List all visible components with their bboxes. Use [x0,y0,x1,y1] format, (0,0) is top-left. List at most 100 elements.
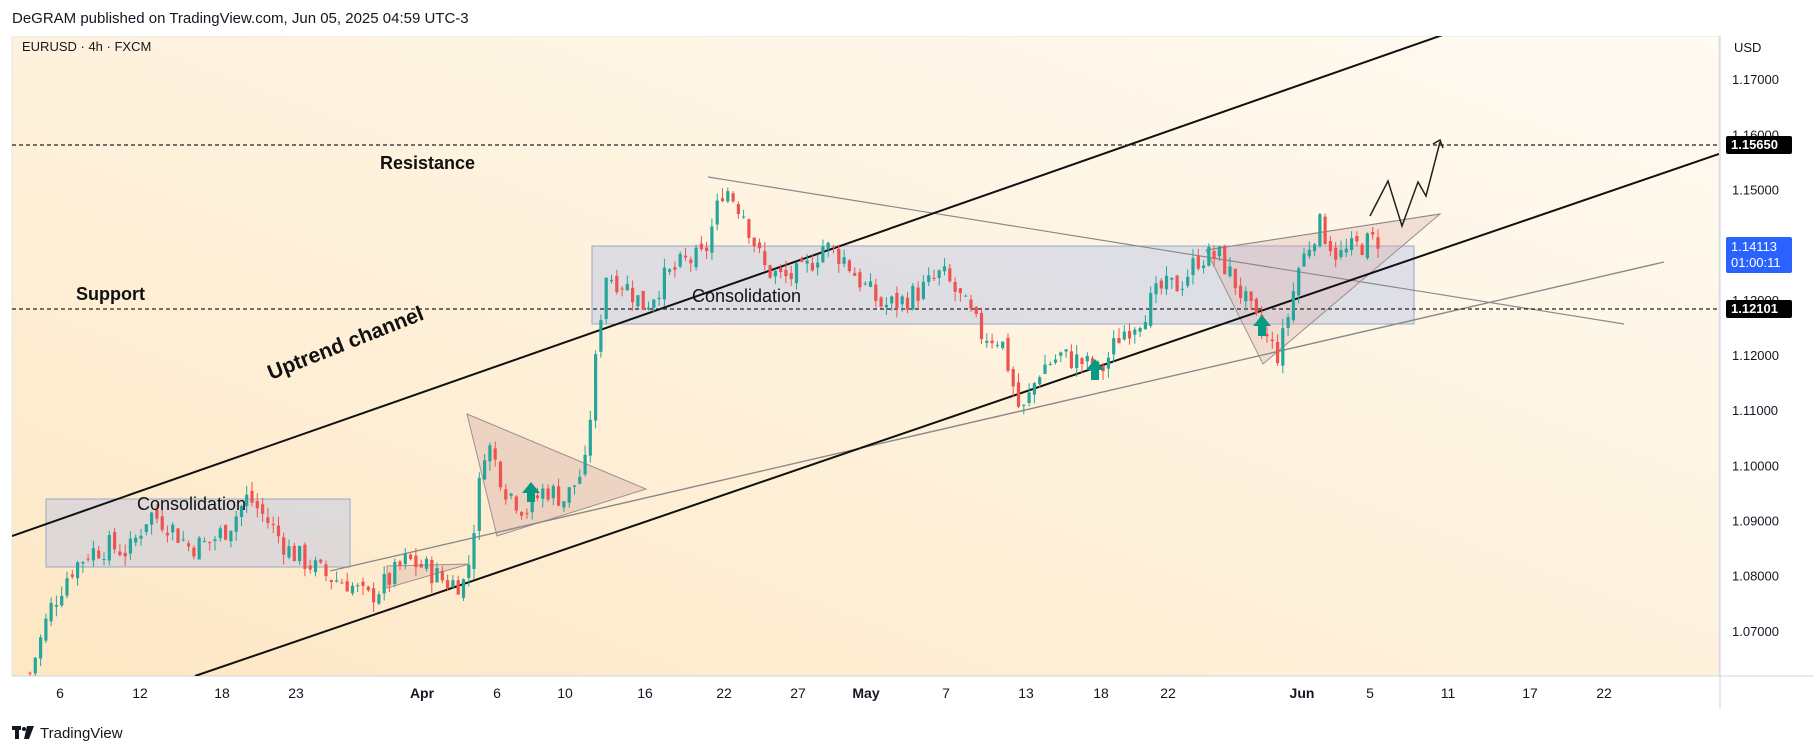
candle-down[interactable] [1360,244,1364,255]
candle-up[interactable] [435,568,439,583]
candle-down[interactable] [372,588,376,603]
candle-up[interactable] [488,445,492,462]
candle-up[interactable] [1053,359,1058,363]
candle-up[interactable] [81,562,85,564]
candle-down[interactable] [757,242,762,249]
candle-down[interactable] [916,287,920,301]
candle-down[interactable] [224,525,228,540]
candle-up[interactable] [937,270,941,278]
candle-down[interactable] [292,545,296,562]
candle-down[interactable] [520,512,524,516]
candle-down[interactable] [768,265,772,278]
candle-up[interactable] [1202,265,1206,269]
candle-up[interactable] [139,535,143,539]
candle-up[interactable] [1027,392,1031,403]
candle-up[interactable] [218,528,222,539]
candle-up[interactable] [921,281,925,299]
candle-up[interactable] [1138,328,1142,332]
candle-up[interactable] [49,602,53,622]
candle-up[interactable] [1022,404,1026,406]
candle-up[interactable] [1339,250,1343,257]
candle-down[interactable] [789,273,793,280]
candle-up[interactable] [1307,249,1311,257]
candle-down[interactable] [1355,236,1359,242]
candle-up[interactable] [942,266,947,272]
candle-down[interactable] [1223,245,1227,275]
candle-up[interactable] [1164,275,1169,290]
candle-down[interactable] [366,586,370,591]
candle-down[interactable] [1270,339,1274,342]
candle-up[interactable] [335,580,339,582]
candle-down[interactable] [329,580,333,582]
candle-up[interactable] [710,226,714,253]
candle-down[interactable] [1011,369,1015,387]
candle-down[interactable] [979,312,984,340]
candle-up[interactable] [44,618,48,641]
candle-down[interactable] [345,581,349,592]
candle-down[interactable] [874,284,878,301]
candle-down[interactable] [1159,280,1163,289]
projection-path[interactable] [1369,141,1441,229]
candle-down[interactable] [837,248,841,264]
candle-down[interactable] [430,560,434,584]
current-price-badge[interactable] [1726,237,1792,273]
candle-up[interactable] [1207,247,1211,266]
candle-up[interactable] [1112,338,1116,355]
candle-up[interactable] [377,594,381,604]
candle-down[interactable] [1254,298,1258,314]
candle-down[interactable] [276,525,281,537]
candle-up[interactable] [652,299,656,308]
candle-up[interactable] [1244,291,1248,302]
candle-down[interactable] [1276,342,1280,364]
candle-down[interactable] [208,541,212,544]
candle-down[interactable] [974,306,978,314]
candle-up[interactable] [826,242,830,250]
candle-down[interactable] [118,551,122,556]
candle-up[interactable] [588,419,592,456]
candle-down[interactable] [546,488,550,500]
candle-up[interactable] [964,295,968,297]
candle-down[interactable] [1006,337,1010,371]
candle-down[interactable] [615,275,619,293]
candle-up[interactable] [1048,363,1052,365]
candle-down[interactable] [763,251,767,266]
candle-up[interactable] [1064,349,1068,352]
candle-up[interactable] [350,585,355,594]
candle-down[interactable] [689,259,693,264]
descending-trendline[interactable] [707,176,1625,325]
candle-up[interactable] [1122,331,1126,340]
candle-up[interactable] [181,539,185,541]
candle-down[interactable] [113,532,117,550]
candle-down[interactable] [631,287,635,303]
candle-up[interactable] [91,548,95,561]
candle-down[interactable] [1239,285,1243,298]
candle-up[interactable] [567,487,571,503]
candle-up[interactable] [657,297,661,300]
candle-up[interactable] [229,530,233,542]
candle-up[interactable] [662,267,666,300]
candle-down[interactable] [535,495,540,499]
candle-up[interactable] [234,516,238,532]
candle-down[interactable] [514,496,518,511]
candle-down[interactable] [1376,237,1380,249]
candle-down[interactable] [303,544,307,569]
candle-up[interactable] [694,247,698,268]
candle-down[interactable] [504,489,508,500]
candle-down[interactable] [187,543,191,547]
candle-up[interactable] [393,561,397,584]
candle-up[interactable] [171,524,175,533]
candle-down[interactable] [1016,382,1021,407]
candle-down[interactable] [948,268,952,282]
candle-up[interactable] [1154,283,1158,295]
candle-up[interactable] [1365,233,1369,259]
candle-down[interactable] [810,263,814,271]
candle-up[interactable] [794,263,799,284]
candle-up[interactable] [1350,238,1354,250]
candle-up[interactable] [1281,328,1285,366]
support-price-badge[interactable] [1726,300,1792,318]
candles[interactable] [28,187,1380,683]
candle-up[interactable] [578,476,582,484]
time-axis[interactable] [12,676,1719,708]
candle-up[interactable] [134,537,138,543]
candle-up[interactable] [594,354,598,421]
